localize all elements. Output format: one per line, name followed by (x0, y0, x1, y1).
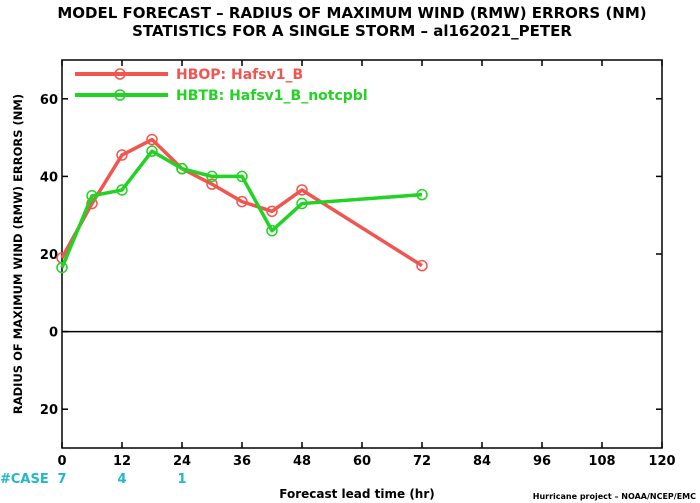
chart-subtitle: STATISTICS FOR A SINGLE STORM – al162021… (132, 22, 572, 40)
credit-text: Hurricane project – NOAA/NCEP/EMC (533, 492, 696, 501)
series-1-point (116, 184, 128, 196)
series-1-point (206, 170, 218, 183)
case-count: 1 (177, 472, 186, 487)
legend-marker-hbop (114, 68, 126, 80)
series-1-point (416, 188, 428, 201)
series-0-point (416, 259, 428, 272)
legend-marker-hbtb (114, 89, 126, 101)
plot-frame (61, 59, 663, 449)
series-0-point (116, 149, 128, 161)
x-tick-label: 108 (588, 454, 615, 469)
series-0-point (296, 184, 308, 196)
x-tick-label: 84 (473, 454, 491, 469)
y-axis-label: RADIUS OF MAXIMUM WIND (RMW) ERRORS (NM) (11, 94, 25, 414)
y-axis-ticks: 20 0 20 40 60 (40, 93, 662, 418)
x-tick-label: 120 (648, 454, 675, 469)
series-1-point (236, 170, 248, 183)
series-0-point (236, 195, 248, 208)
x-tick-label: 12 (113, 454, 131, 469)
chart-title: MODEL FORECAST – RADIUS OF MAXIMUM WIND … (57, 4, 646, 22)
x-tick-label: 36 (233, 454, 251, 469)
x-tick-label: 24 (173, 454, 191, 469)
x-tick-label: 48 (293, 454, 311, 469)
x-axis-ticks: 0 12 24 36 48 60 72 84 96 108 120 (57, 60, 676, 469)
legend-label-hbtb: HBTB: Hafsv1_B_notcpbl (176, 88, 368, 104)
legend: HBOP: Hafsv1_B HBTB: Hafsv1_B_notcpbl (75, 67, 368, 104)
x-tick-label: 72 (413, 454, 431, 469)
case-counts: 7 4 1 (57, 472, 186, 487)
case-count: 7 (57, 472, 66, 487)
legend-label-hbop: HBOP: Hafsv1_B (176, 67, 303, 83)
series-layer (56, 133, 428, 274)
y-tick-label: 20 (40, 403, 58, 418)
series-1-point (296, 197, 308, 210)
series-1-point (56, 261, 68, 274)
case-label: #CASE (0, 472, 49, 487)
case-count: 4 (117, 472, 126, 487)
series-0-point (146, 133, 158, 146)
series-line-0 (60, 137, 423, 268)
series-1-point (86, 190, 98, 202)
x-tick-label: 0 (57, 454, 66, 469)
y-tick-label: 20 (40, 248, 58, 263)
series-line-1 (60, 149, 423, 269)
x-tick-label: 96 (533, 454, 551, 469)
x-tick-label: 60 (353, 454, 371, 469)
series-1-point (176, 162, 188, 175)
y-tick-label: 0 (49, 326, 58, 341)
series-0-point (206, 178, 218, 190)
series-0-point (266, 205, 278, 218)
y-tick-label: 40 (40, 170, 58, 185)
series-1-point (266, 224, 278, 237)
series-1-point (146, 145, 158, 157)
y-tick-label: 60 (40, 93, 58, 108)
x-axis-label: Forecast lead time (hr) (279, 487, 435, 501)
